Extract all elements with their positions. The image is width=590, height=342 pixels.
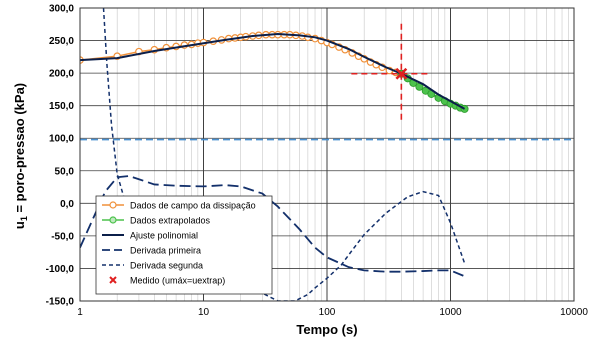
y-tick-label: 100,0 <box>49 134 74 145</box>
x-tick-label: 1 <box>77 307 83 318</box>
y-axis-title: u1 = poro-pressao (kPa) <box>12 83 29 229</box>
minor-gridlines <box>116 8 569 301</box>
x-tick-label: 1000 <box>439 307 462 318</box>
plot-area <box>80 8 574 301</box>
legend: Dados de campo da dissipação Dados extrap… <box>95 195 273 295</box>
legend-label: Ajuste polinomial <box>130 231 198 241</box>
x-tick-labels: 1 10 100 1000 10000 <box>77 307 588 318</box>
y-axis-title-sub: 1 <box>19 216 29 221</box>
y-tick-label: 250,0 <box>49 36 74 47</box>
legend-swatch-marker <box>109 201 117 209</box>
y-tick-label: -100,0 <box>46 264 75 275</box>
y-axis-title-main: u <box>12 221 27 229</box>
legend-swatch-marker <box>109 216 117 224</box>
y-tick-label: 200,0 <box>49 69 74 80</box>
legend-label: Derivada segunda <box>130 261 203 271</box>
series-ajuste-polinomial <box>80 33 466 110</box>
legend-label: Dados de campo da dissipação <box>130 201 256 211</box>
y-tick-label: 150,0 <box>49 101 74 112</box>
x-tick-label: 100 <box>319 307 336 318</box>
x-axis-title: Tempo (s) <box>296 322 357 337</box>
x-tick-label: 10 <box>198 307 210 318</box>
y-axis-title-rest: = poro-pressao (kPa) <box>12 83 27 216</box>
y-tick-label: 0,0 <box>60 199 74 210</box>
series-derivada-primeira <box>80 175 465 278</box>
plot-frame <box>79 7 575 302</box>
y-tick-labels: -150,0 -100,0 -50,0 0,0 50,0 100,0 150,0 200,0 2… <box>46 4 75 308</box>
legend-box <box>95 195 273 295</box>
x-tick-label: 10000 <box>560 307 588 318</box>
y-tick-label: -50,0 <box>51 231 74 242</box>
legend-label: Derivada primeira <box>130 246 201 256</box>
legend-label: Dados extrapolados <box>130 216 211 226</box>
y-tick-label: 50,0 <box>55 166 75 177</box>
y-tick-label: -150,0 <box>46 297 75 308</box>
measured-point <box>395 67 408 80</box>
y-tick-label: 300,0 <box>49 4 74 15</box>
legend-swatch-marker <box>109 276 117 284</box>
legend-label: Medido (umáx=uextrap) <box>130 276 225 286</box>
